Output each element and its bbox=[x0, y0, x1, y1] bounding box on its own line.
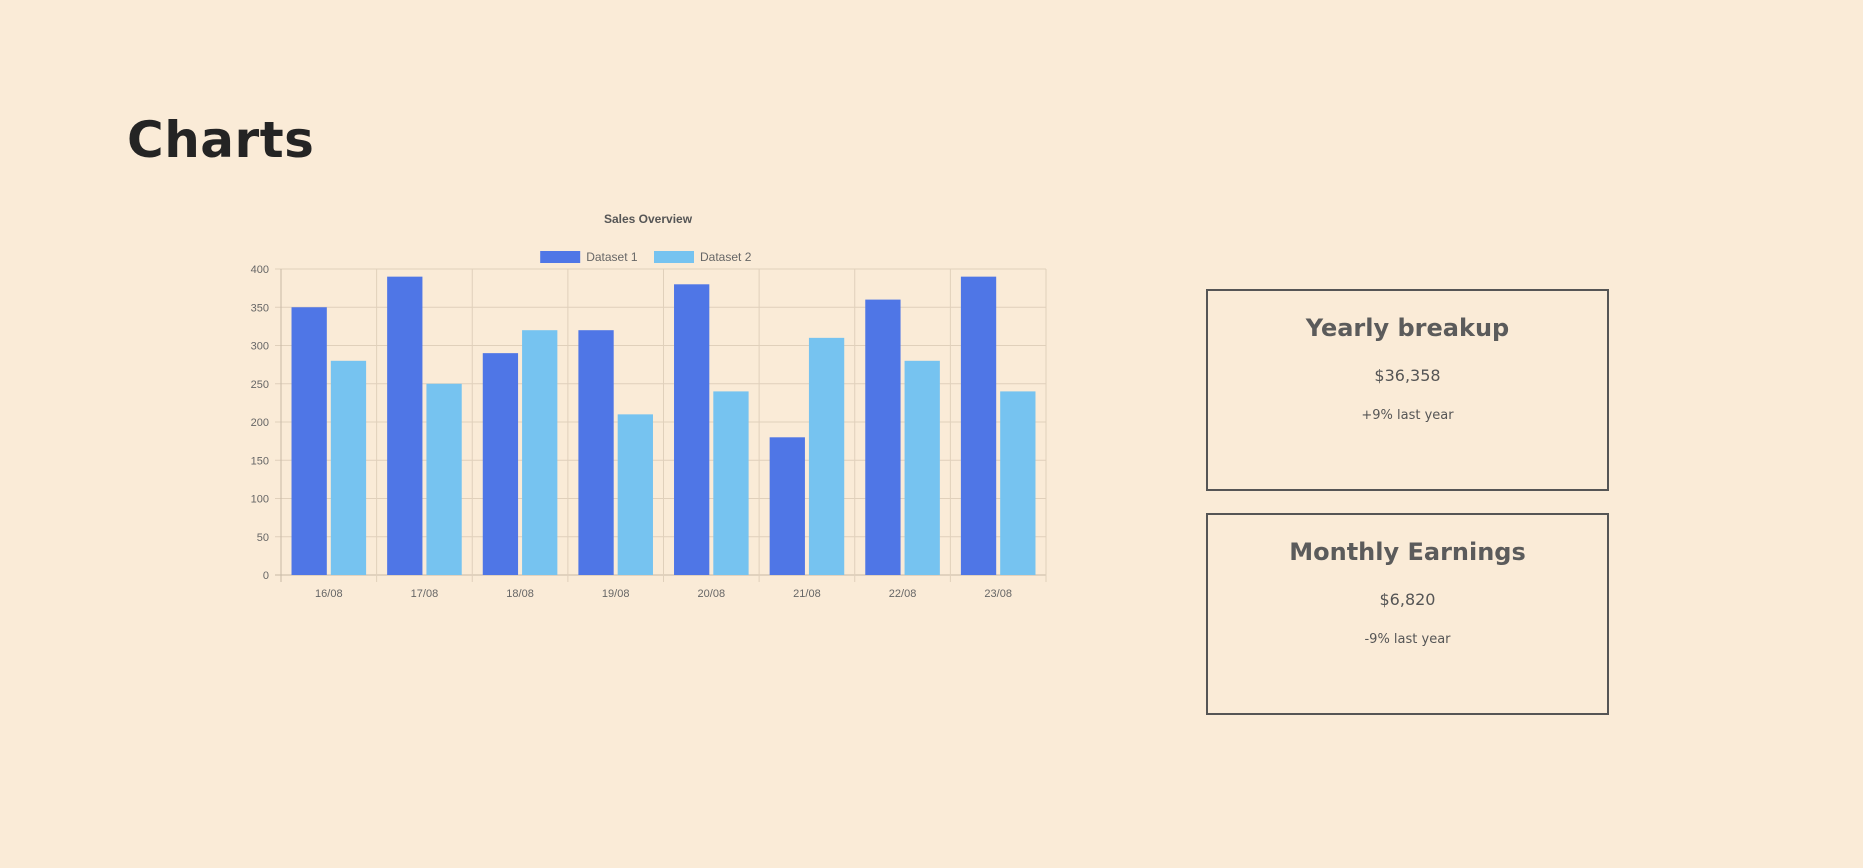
y-tick-label: 0 bbox=[263, 570, 269, 582]
x-tick-label: 23/08 bbox=[984, 588, 1012, 600]
legend-swatch bbox=[654, 251, 694, 263]
monthly-earnings-card: Monthly Earnings $6,820 -9% last year bbox=[1206, 513, 1609, 715]
card-title: Monthly Earnings bbox=[1289, 538, 1526, 566]
bar-dataset-1-22-08[interactable] bbox=[865, 299, 901, 575]
card-amount: $36,358 bbox=[1374, 366, 1441, 385]
legend-label: Dataset 2 bbox=[700, 250, 752, 264]
y-tick-label: 50 bbox=[257, 532, 269, 544]
legend-label: Dataset 1 bbox=[586, 250, 638, 264]
bar-dataset-1-23-08[interactable] bbox=[960, 276, 997, 575]
bar-dataset-2-22-08[interactable] bbox=[904, 360, 940, 575]
card-title: Yearly breakup bbox=[1305, 314, 1510, 342]
y-tick-label: 150 bbox=[251, 455, 269, 467]
bar-dataset-1-16-08[interactable] bbox=[291, 307, 327, 575]
bar-dataset-2-23-08[interactable] bbox=[1000, 391, 1036, 575]
bar-dataset-1-17-08[interactable] bbox=[387, 276, 423, 575]
y-tick-label: 300 bbox=[251, 341, 269, 353]
x-tick-label: 19/08 bbox=[602, 588, 630, 600]
page-title: Charts bbox=[127, 111, 315, 169]
bar-dataset-2-16-08[interactable] bbox=[330, 360, 367, 575]
x-tick-label: 17/08 bbox=[411, 588, 439, 600]
chart-title: Sales Overview bbox=[604, 212, 693, 226]
yearly-breakup-card: Yearly breakup $36,358 +9% last year bbox=[1206, 289, 1609, 491]
bar-dataset-2-19-08[interactable] bbox=[617, 414, 653, 575]
legend-item[interactable]: Dataset 1 bbox=[540, 250, 638, 264]
chart-legend[interactable]: Dataset 1 Dataset 2 bbox=[540, 250, 752, 264]
bar-dataset-1-18-08[interactable] bbox=[482, 353, 519, 575]
y-tick-label: 100 bbox=[251, 494, 269, 506]
bar-dataset-2-21-08[interactable] bbox=[808, 337, 845, 575]
card-delta: +9% last year bbox=[1361, 408, 1454, 423]
legend-item[interactable]: Dataset 2 bbox=[654, 250, 752, 264]
chart-bars bbox=[291, 276, 1036, 575]
bar-dataset-2-17-08[interactable] bbox=[426, 383, 462, 575]
bar-dataset-2-18-08[interactable] bbox=[522, 330, 558, 575]
bar-dataset-1-19-08[interactable] bbox=[578, 330, 614, 575]
y-tick-label: 250 bbox=[251, 379, 269, 391]
bar-dataset-2-20-08[interactable] bbox=[713, 391, 749, 575]
x-tick-label: 16/08 bbox=[315, 588, 343, 600]
bar-dataset-1-20-08[interactable] bbox=[674, 284, 710, 575]
bar-chart-svg: Sales Overview Dataset 1 Dataset 2 0 50 100… bbox=[251, 212, 1047, 600]
card-amount: $6,820 bbox=[1379, 590, 1436, 609]
bar-dataset-1-21-08[interactable] bbox=[769, 437, 805, 575]
sales-overview-chart: Sales Overview Dataset 1 Dataset 2 0 50 100… bbox=[236, 204, 1056, 614]
x-tick-label: 20/08 bbox=[698, 588, 726, 600]
x-axis: 16/08 17/08 18/08 19/08 20/08 21/08 22/08 23/08 bbox=[315, 588, 1012, 600]
x-tick-label: 18/08 bbox=[506, 588, 534, 600]
y-tick-label: 350 bbox=[251, 302, 269, 314]
legend-swatch bbox=[540, 251, 581, 263]
y-tick-label: 200 bbox=[251, 417, 269, 429]
card-delta: -9% last year bbox=[1364, 632, 1451, 647]
y-tick-label: 400 bbox=[251, 264, 269, 276]
y-axis: 0 50 100 150 200 250 300 350 400 bbox=[251, 264, 269, 582]
x-tick-label: 22/08 bbox=[889, 588, 917, 600]
x-tick-label: 21/08 bbox=[793, 588, 821, 600]
